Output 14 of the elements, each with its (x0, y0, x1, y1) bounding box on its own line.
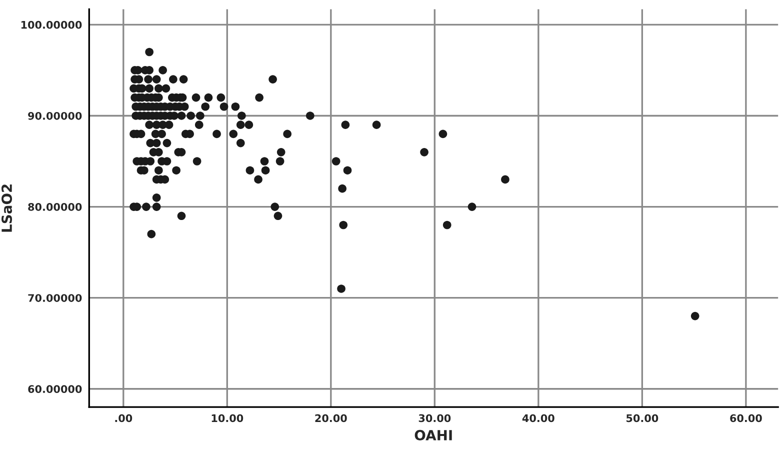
y-tick-label: 90.00000 (28, 112, 82, 120)
x-tick-label: 30.00 (418, 414, 451, 422)
x-axis-title: OAHI (414, 430, 452, 440)
x-tick-label: 40.00 (522, 414, 554, 422)
y-tick-label: 60.00000 (28, 385, 82, 393)
y-tick-label: 80.00000 (28, 203, 82, 211)
x-tick-label: 50.00 (626, 414, 658, 422)
y-tick-label: 100.00000 (21, 20, 82, 29)
x-tick-label: .00 (115, 414, 132, 422)
x-tick-label: 60.00 (730, 414, 762, 422)
y-axis-title: LSaO2 (2, 184, 12, 232)
x-tick-label: 10.00 (212, 414, 244, 422)
x-tick-label: 20.00 (315, 414, 347, 422)
y-tick-label: 70.00000 (28, 294, 82, 302)
